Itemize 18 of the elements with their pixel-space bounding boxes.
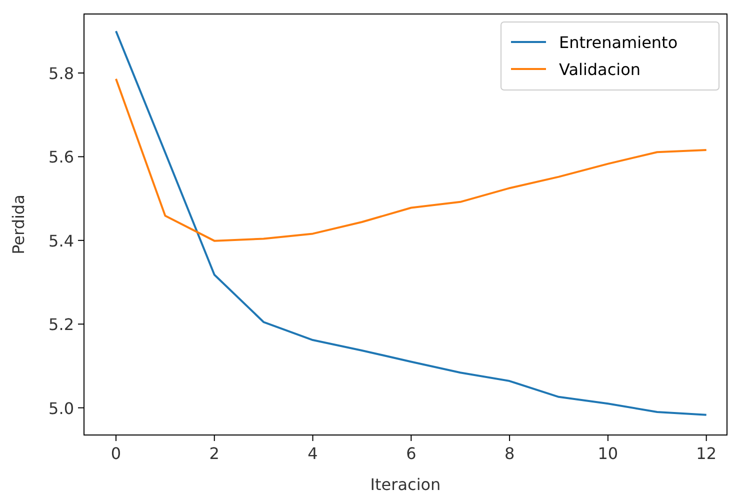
x-tick-label: 10: [598, 444, 618, 463]
line-series: [114, 78, 708, 242]
legend-label: Validacion: [559, 60, 641, 79]
y-tick-label: 5.8: [48, 64, 74, 84]
x-tick-label: 0: [110, 444, 122, 463]
y-tick-label: 5.6: [48, 148, 74, 167]
x-tick-label: 4: [308, 444, 318, 463]
legend-label: Entrenamiento: [559, 33, 678, 52]
x-tick-label: 8: [504, 444, 515, 463]
y-tick-label: 5.2: [48, 315, 74, 334]
x-tick-label: 12: [696, 444, 717, 463]
line-series: [114, 30, 708, 416]
x-axis-title: Iteracion: [370, 475, 441, 494]
x-tick-label: 2: [209, 444, 220, 463]
x-tick-label: 6: [406, 444, 416, 463]
y-tick-label: 5.0: [48, 398, 74, 418]
y-axis-title: Perdida: [9, 194, 28, 254]
y-tick-label: 5.4: [48, 231, 74, 250]
